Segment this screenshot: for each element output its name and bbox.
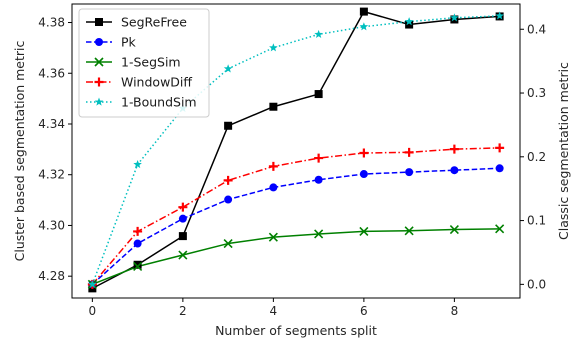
axes: 0 2 4 6 8 4.28 4.30 4.32 4.34 4.36 4.38 0.0 0.1 0.2 0.… (38, 16, 546, 318)
data-point-pk (495, 164, 504, 173)
data-point-windowdiff (404, 147, 414, 157)
plot-frame (71, 3, 521, 299)
legend-label-1-boundsim: 1-BoundSim (121, 95, 197, 110)
series-line-pk (91, 167, 500, 285)
left-y-tick-label: 4.38 (38, 16, 65, 30)
data-point-windowdiff (178, 202, 188, 212)
data-point-1-segsim (495, 224, 505, 234)
data-point-pk (405, 168, 414, 177)
data-point-1-boundsim (314, 29, 323, 38)
data-point-windowdiff (268, 161, 278, 171)
x-tick-label: 2 (179, 304, 187, 318)
legend-label-segrefree: SegReFree (121, 15, 187, 30)
legend-marker-segrefree (95, 18, 103, 26)
data-point-1-boundsim (495, 11, 504, 20)
legend-label-1-segsim: 1-SegSim (121, 55, 181, 70)
data-point-1-boundsim (404, 17, 414, 26)
legend-marker-windowdiff (94, 77, 104, 87)
data-point-1-boundsim (88, 279, 97, 288)
legend-marker-1-boundsim (94, 97, 104, 106)
series-lines (91, 10, 500, 290)
data-point-1-segsim (404, 226, 414, 236)
data-point-1-boundsim (450, 13, 459, 22)
left-y-tick-label: 4.34 (38, 117, 65, 131)
data-point-1-segsim (133, 261, 143, 272)
left-y-tick-label: 4.28 (38, 269, 65, 283)
x-tick-label: 6 (360, 304, 368, 318)
legend-marker-1-segsim (94, 57, 104, 67)
series-line-windowdiff (91, 147, 500, 285)
data-point-segrefree (269, 102, 278, 111)
data-point-pk (224, 195, 233, 204)
left-y-tick-label: 4.30 (38, 218, 65, 232)
data-point-1-boundsim (359, 22, 369, 31)
data-point-1-boundsim (133, 159, 142, 169)
data-point-windowdiff (495, 143, 505, 153)
data-point-1-segsim (223, 238, 233, 249)
data-point-windowdiff (449, 144, 459, 154)
left-y-tick-label: 4.36 (38, 66, 65, 80)
data-point-windowdiff (314, 153, 324, 163)
data-point-pk (133, 239, 142, 248)
legend-box (78, 8, 210, 118)
data-point-1-segsim (178, 250, 188, 260)
data-point-segrefree (224, 121, 233, 130)
series-line-1-segsim (92, 228, 500, 286)
data-point-segrefree (133, 260, 142, 269)
x-tick-label: 0 (89, 304, 97, 318)
x-tick-label: 4 (270, 304, 278, 318)
series-markers (87, 7, 505, 293)
data-point-pk (359, 170, 368, 179)
legend-label-windowdiff: WindowDiff (121, 75, 192, 90)
right-y-tick-label: 0.2 (527, 150, 546, 164)
data-point-1-segsim (314, 229, 324, 239)
data-point-segrefree (314, 90, 323, 99)
data-point-windowdiff (359, 148, 369, 158)
series-line-segrefree (92, 10, 500, 290)
legend-label-pk: Pk (121, 35, 137, 50)
right-y-tick-label: 0.4 (527, 22, 546, 36)
data-point-1-segsim (268, 232, 278, 242)
legend: SegReFree Pk 1-SegSim WindowDiff 1-BoundSim (78, 8, 210, 118)
x-axis-title: Number of segments split (215, 323, 377, 338)
data-point-segrefree (178, 232, 187, 241)
left-y-tick-label: 4.32 (38, 168, 65, 182)
data-point-segrefree (405, 20, 414, 29)
data-point-windowdiff (133, 226, 143, 236)
data-point-windowdiff (223, 175, 233, 185)
right-y-tick-label: 0.1 (527, 214, 546, 228)
data-point-1-boundsim (269, 43, 278, 52)
data-point-1-boundsim (223, 64, 233, 73)
data-point-pk (178, 214, 187, 223)
legend-marker-pk (95, 38, 103, 46)
data-point-pk (269, 183, 278, 192)
data-point-1-segsim (449, 224, 459, 235)
right-y-tick-label: 0.3 (527, 86, 546, 100)
series-line-1-boundsim (91, 15, 500, 285)
right-y-axis-title: Classic segmentation metric (556, 62, 571, 240)
left-y-axis-title: Cluster based segmentation metric (12, 41, 27, 262)
data-point-pk (450, 166, 459, 175)
right-y-tick-label: 0.0 (527, 277, 546, 291)
data-point-1-segsim (359, 226, 369, 236)
data-point-pk (314, 175, 323, 184)
x-tick-label: 8 (451, 304, 459, 318)
data-point-segrefree (359, 7, 368, 16)
